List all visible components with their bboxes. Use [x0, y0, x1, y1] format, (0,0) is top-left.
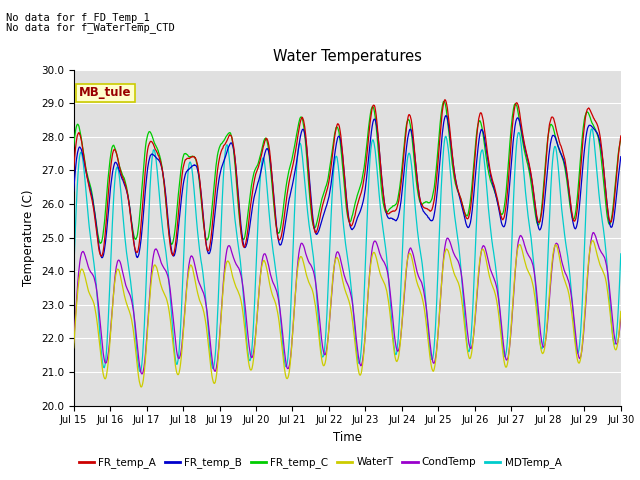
Text: No data for f_WaterTemp_CTD: No data for f_WaterTemp_CTD: [6, 22, 175, 33]
Legend: FR_temp_A, FR_temp_B, FR_temp_C, WaterT, CondTemp, MDTemp_A: FR_temp_A, FR_temp_B, FR_temp_C, WaterT,…: [74, 453, 566, 472]
X-axis label: Time: Time: [333, 431, 362, 444]
Y-axis label: Temperature (C): Temperature (C): [22, 189, 35, 286]
Text: No data for f_FD_Temp_1: No data for f_FD_Temp_1: [6, 12, 150, 23]
Text: MB_tule: MB_tule: [79, 86, 132, 99]
Title: Water Temperatures: Water Temperatures: [273, 49, 422, 64]
